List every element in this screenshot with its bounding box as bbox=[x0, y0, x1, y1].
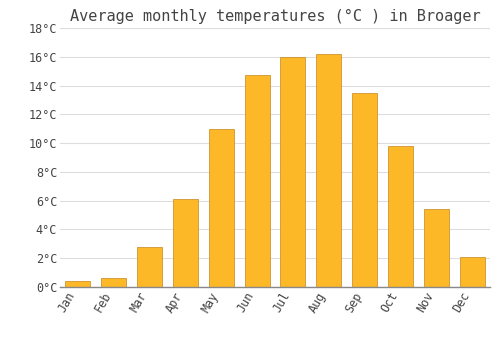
Bar bbox=[173, 199, 198, 287]
Bar bbox=[137, 247, 162, 287]
Bar bbox=[460, 257, 484, 287]
Bar bbox=[244, 76, 270, 287]
Bar bbox=[280, 57, 305, 287]
Title: Average monthly temperatures (°C ) in Broager: Average monthly temperatures (°C ) in Br… bbox=[70, 9, 480, 24]
Bar bbox=[66, 281, 90, 287]
Bar bbox=[388, 146, 413, 287]
Bar bbox=[352, 93, 377, 287]
Bar bbox=[208, 129, 234, 287]
Bar bbox=[101, 278, 126, 287]
Bar bbox=[316, 54, 342, 287]
Bar bbox=[424, 209, 449, 287]
